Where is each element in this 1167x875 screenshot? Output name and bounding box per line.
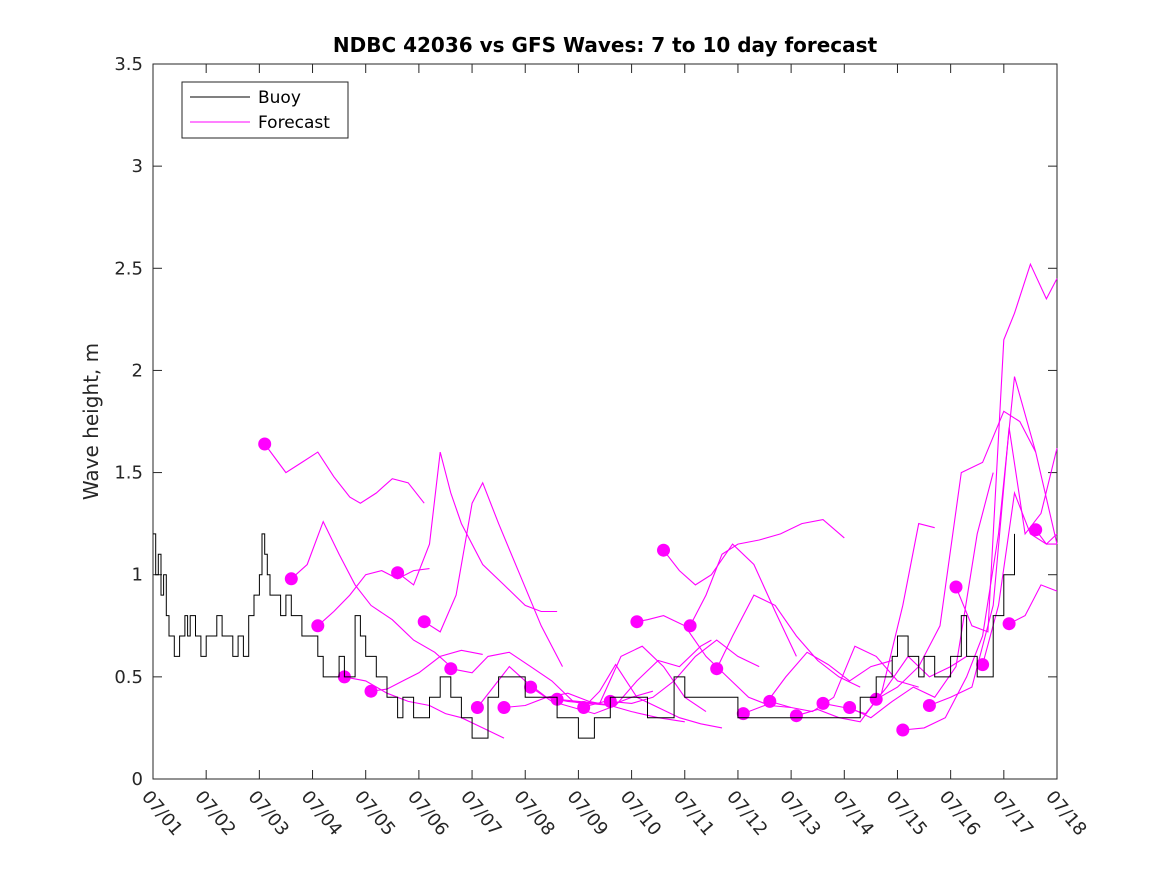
- forecast-line: [290, 520, 452, 668]
- x-tick-label: 07/11: [669, 787, 718, 840]
- y-tick-label: 2.5: [114, 258, 143, 279]
- y-tick-label: 1: [132, 565, 143, 586]
- forecast-start-point: [683, 619, 697, 633]
- forecast-start-point: [444, 662, 458, 676]
- forecast-start-point: [284, 572, 298, 586]
- x-tick-label: 07/16: [935, 787, 984, 840]
- buoy-line: [153, 533, 1015, 739]
- forecast-line: [317, 568, 430, 627]
- forecast-start-point: [1029, 523, 1043, 537]
- y-axis-label: Wave height, m: [79, 343, 103, 500]
- forecast-start-point: [896, 723, 910, 737]
- forecast-start-point: [789, 709, 803, 723]
- forecast-start-point: [364, 684, 378, 698]
- x-tick-label: 07/03: [244, 787, 293, 840]
- forecast-line: [423, 481, 563, 667]
- forecast-line: [875, 410, 1037, 700]
- forecast-start-point: [843, 701, 857, 714]
- forecast-line: [397, 451, 558, 613]
- series-layer: [153, 262, 1058, 739]
- y-tick-label: 0: [132, 769, 143, 790]
- chart-title: NDBC 42036 vs GFS Waves: 7 to 10 day for…: [333, 33, 878, 57]
- y-tick-label: 3: [132, 156, 143, 177]
- forecast-start-point: [258, 437, 272, 451]
- forecast-start-point: [976, 658, 990, 672]
- forecast-start-point: [577, 701, 591, 714]
- legend-label-buoy: Buoy: [258, 88, 301, 108]
- forecast-line: [689, 519, 845, 627]
- y-axis: 0 0.5 1 1.5 2 2.5 3 3.5: [114, 54, 1057, 790]
- forecast-start-point: [710, 662, 724, 676]
- forecast-start-point: [922, 699, 936, 712]
- forecast-line: [530, 639, 712, 715]
- forecast-line: [610, 639, 760, 704]
- forecast-start-point: [816, 696, 830, 710]
- x-tick-label: 07/15: [882, 787, 931, 840]
- x-tick-label: 07/01: [137, 787, 186, 840]
- forecast-line: [929, 427, 1058, 707]
- forecast-start-point: [1002, 617, 1016, 631]
- x-tick-label: 07/04: [297, 787, 346, 840]
- x-tick-label: 07/10: [616, 787, 665, 840]
- x-tick-label: 07/06: [403, 787, 452, 840]
- y-tick-label: 2: [132, 360, 143, 381]
- forecast-start-point: [949, 580, 963, 594]
- forecast-start-point: [311, 619, 325, 633]
- forecast-start-point: [470, 701, 484, 714]
- x-tick-label: 07/07: [456, 787, 505, 840]
- x-tick-label: 07/14: [828, 787, 877, 840]
- x-tick-label: 07/18: [1041, 787, 1090, 840]
- x-tick-label: 07/17: [988, 787, 1037, 840]
- forecast-start-point: [391, 566, 405, 580]
- forecast-line: [955, 262, 1058, 633]
- x-tick-label: 07/02: [190, 787, 239, 840]
- y-tick-label: 0.5: [114, 667, 143, 688]
- x-tick-label: 07/09: [563, 787, 612, 840]
- legend-label-forecast: Forecast: [258, 113, 330, 133]
- forecast-line: [902, 376, 1058, 731]
- forecast-line: [1008, 584, 1058, 625]
- forecast-start-point: [869, 692, 883, 706]
- x-tick-label: 07/08: [509, 787, 558, 840]
- forecast-line: [264, 443, 425, 504]
- forecast-start-point: [524, 680, 538, 694]
- x-tick-label: 07/13: [775, 787, 824, 840]
- forecast-line: [636, 615, 792, 709]
- forecast-start-point: [763, 694, 777, 708]
- forecast-line: [716, 594, 861, 688]
- plot-area: [152, 63, 1058, 780]
- y-tick-label: 3.5: [114, 54, 143, 75]
- y-tick-label: 1.5: [114, 463, 143, 484]
- forecast-start-point: [417, 615, 431, 629]
- forecast-line: [849, 472, 994, 719]
- legend-box: [181, 81, 349, 139]
- forecast-start-point: [630, 615, 644, 629]
- x-tick-label: 07/12: [722, 787, 771, 840]
- forecast-start-point: [497, 701, 511, 714]
- forecast-start-point: [657, 543, 670, 557]
- x-tick-label: 07/05: [350, 787, 399, 840]
- forecast-start-point: [736, 707, 750, 721]
- legend: Buoy Forecast: [181, 81, 349, 139]
